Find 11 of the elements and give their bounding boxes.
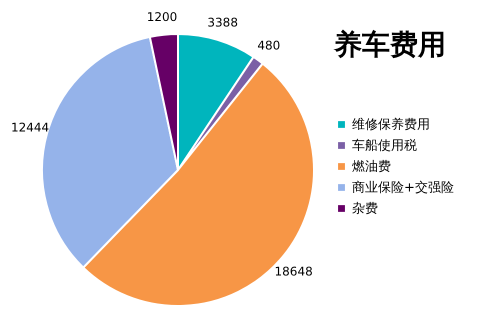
legend-label: 杂费 — [352, 202, 378, 216]
data-label: 480 — [257, 38, 280, 53]
data-label: 18648 — [274, 264, 313, 279]
text: 养车费用 — [333, 28, 446, 61]
data-label: 1200 — [146, 10, 178, 24]
data-label: 3388 — [207, 16, 238, 30]
legend-label: 燃油费 — [352, 160, 391, 174]
legend-label: 商业保险+交强险 — [352, 180, 454, 196]
legend-label: 车船使用税 — [352, 138, 417, 154]
data-label: 12444 — [10, 120, 50, 134]
legend-label: 维修保养费用 — [352, 116, 430, 132]
